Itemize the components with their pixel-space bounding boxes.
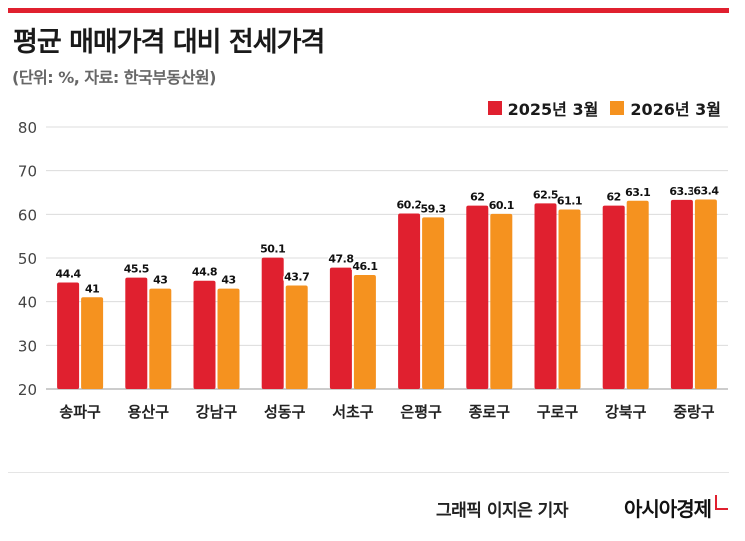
y-tick-label: 60 — [18, 206, 37, 224]
bar — [193, 280, 216, 389]
bar — [466, 205, 489, 389]
data-label: 63.4 — [693, 184, 719, 197]
data-label: 50.1 — [260, 243, 285, 256]
x-tick-label: 송파구 — [59, 403, 101, 421]
legend-item-2026: 2026년 3월 — [610, 96, 721, 120]
bar — [57, 282, 80, 389]
brand-mark-icon — [715, 495, 728, 510]
bar — [558, 209, 581, 389]
y-tick-label: 80 — [18, 119, 37, 137]
bar — [422, 217, 445, 389]
x-tick-label: 용산구 — [128, 403, 170, 421]
bar — [353, 275, 376, 389]
data-label: 46.1 — [352, 260, 377, 273]
x-tick-label: 성동구 — [264, 403, 306, 421]
data-label: 43.7 — [284, 271, 309, 284]
bar — [694, 199, 717, 389]
x-tick-label: 은평구 — [400, 403, 442, 421]
bar — [261, 257, 284, 389]
y-tick-label: 40 — [18, 294, 37, 312]
data-label: 44.4 — [56, 267, 82, 280]
data-label: 59.3 — [421, 202, 446, 215]
data-label: 47.8 — [328, 253, 353, 266]
bar — [285, 285, 308, 389]
data-label: 44.8 — [192, 266, 217, 279]
y-tick-label: 50 — [18, 250, 37, 268]
x-tick-label: 종로구 — [469, 403, 511, 421]
x-tick-label: 강북구 — [605, 403, 647, 421]
data-label: 62.5 — [533, 188, 558, 201]
legend-swatch-2026 — [610, 101, 625, 115]
brand-logo: 아시아경제 — [624, 497, 712, 521]
x-tick-label: 강남구 — [196, 403, 238, 421]
bar — [81, 297, 104, 389]
bar — [149, 288, 172, 389]
legend-item-2025: 2025년 3월 — [487, 96, 599, 120]
bar — [329, 267, 352, 389]
y-tick-label: 30 — [18, 337, 37, 355]
x-tick-label: 중랑구 — [673, 403, 715, 421]
data-label: 43 — [153, 274, 167, 287]
data-label: 41 — [85, 282, 99, 295]
bar — [490, 213, 513, 389]
data-label: 60.2 — [397, 198, 422, 211]
legend: 2025년 3월 2026년 3월 — [476, 96, 721, 120]
y-tick-label: 20 — [18, 381, 37, 399]
data-label: 63.1 — [625, 186, 650, 199]
x-tick-label: 서초구 — [332, 403, 374, 421]
bar — [398, 213, 421, 389]
data-label: 62 — [607, 191, 621, 204]
bar — [534, 203, 557, 389]
top-accent-rule — [8, 8, 729, 13]
graphic-credit: 그래픽 이지은 기자 — [436, 501, 568, 521]
legend-swatch-2025 — [487, 101, 502, 115]
data-label: 45.5 — [124, 263, 149, 276]
data-label: 62 — [470, 191, 484, 204]
bar — [125, 277, 148, 389]
bar — [602, 205, 625, 389]
x-tick-label: 구로구 — [537, 403, 579, 421]
bar — [670, 199, 693, 389]
y-tick-label: 70 — [18, 163, 37, 181]
legend-label-2026: 2026년 3월 — [630, 100, 721, 119]
chart-title: 평균 매매가격 대비 전세가격 — [13, 27, 325, 58]
footer-rule — [8, 472, 729, 473]
legend-label-2025: 2025년 3월 — [507, 100, 599, 119]
data-label: 43 — [221, 274, 235, 287]
chart-subtitle: (단위: %, 자료: 한국부동산원) — [12, 68, 216, 87]
data-label: 63.3 — [669, 185, 694, 198]
bar — [217, 288, 240, 389]
data-label: 61.1 — [557, 195, 582, 208]
bar — [626, 200, 649, 389]
data-label: 60.1 — [489, 199, 514, 212]
